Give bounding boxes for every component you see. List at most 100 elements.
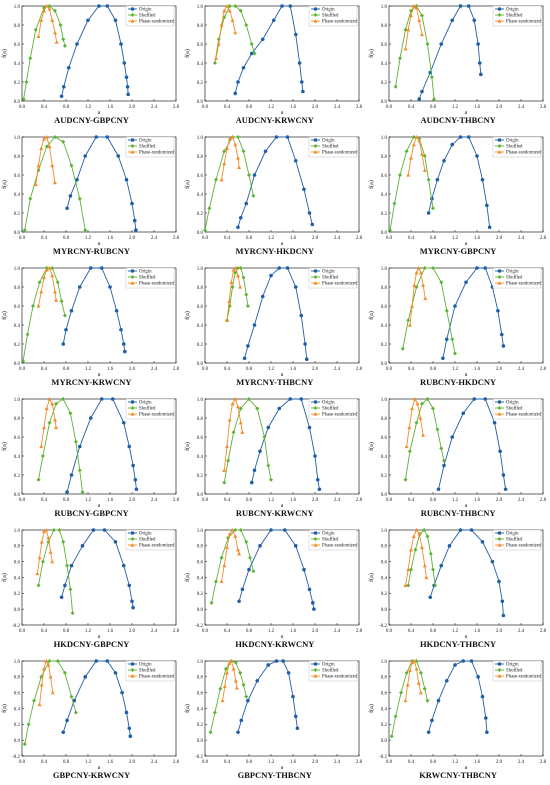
data-point [239,528,244,532]
data-point [294,544,298,548]
data-point [452,351,457,356]
chart-panel: 0.0 0.4 0.8 1.2 1.6 2.0 2.4 2.8 0.0 0.2 0.4 0.6 0.8 1… [0,393,183,523]
x-tick-label: 1.2 [268,367,275,372]
data-point [61,539,66,544]
y-tick-label: 0.0 [197,100,204,105]
data-point [238,285,243,289]
x-tick-label: 1.6 [290,629,297,634]
y-tick-label: 0.6 [14,691,21,696]
data-point [44,4,49,8]
data-point [419,32,424,37]
legend-label: Shuffled [322,407,339,412]
y-tick-label: 0.2 [197,212,204,217]
x-tick-label: 1.6 [290,498,297,503]
legend-marker [130,412,135,416]
data-point [420,433,425,437]
x-axis-label: a [98,634,101,640]
data-point [422,686,427,691]
data-point [303,342,308,346]
legend-label: Origin [322,532,335,537]
legend-label: Origin [506,532,519,537]
y-tick-label: 0.8 [380,676,387,681]
data-point [483,397,487,401]
y-axis-label: f(a) [184,573,191,582]
x-axis-label: a [464,372,467,378]
legend-marker [313,13,318,17]
data-point [414,528,419,532]
y-tick-label: 1.0 [380,398,387,403]
data-point [122,61,127,65]
x-tick-label: 0.8 [429,760,436,765]
data-point [65,206,69,211]
legend-label: Origin [322,270,335,275]
x-tick-label: 0.8 [63,236,70,241]
data-point [250,42,255,46]
data-point [55,280,60,285]
y-tick-label: 1.0 [197,660,204,665]
data-point [444,337,449,342]
data-point [239,266,244,270]
y-tick-label: 0.4 [14,193,21,198]
x-tick-label: 2.0 [495,105,502,110]
legend-marker [497,13,502,17]
data-point [419,13,424,18]
data-point [291,694,296,699]
data-point [42,136,46,141]
data-point [277,406,282,411]
data-point [499,332,504,337]
series-shuffled [405,528,437,588]
data-point [233,534,238,538]
data-point [75,42,79,46]
data-point [409,406,414,411]
series-line [244,267,308,360]
x-tick-label: 2.4 [151,498,158,503]
legend-label: Phase-randomized [139,151,175,156]
data-point [266,663,271,667]
data-point [247,173,252,177]
legend-marker [313,19,318,23]
x-tick-label: 0.0 [19,236,26,241]
y-tick-label: 0.8 [197,24,204,29]
data-point [450,435,454,439]
chart-svg: 0.0 0.4 0.8 1.2 1.6 2.0 2.4 2.8 0.0 0.2 0.4 0.6 0.8 1… [184,266,363,378]
data-point [214,177,219,182]
data-point [450,18,454,23]
y-tick-label: 0.4 [380,62,387,67]
x-tick-label: 2.4 [151,236,158,241]
y-axis-label: f(a) [368,442,375,451]
legend-marker [313,531,318,535]
data-point [280,4,285,8]
legend-label: Origin [139,532,152,537]
data-point [236,225,241,230]
x-tick-label: 2.0 [495,498,502,503]
series-line [35,136,56,185]
legend-label: Shuffled [139,538,156,543]
data-point [407,323,412,327]
data-point [39,682,44,687]
data-point [233,4,238,8]
y-tick-label: 0.6 [380,305,387,310]
legend-box [309,136,358,158]
series-line [62,660,131,737]
data-point [127,583,132,588]
chart-svg: 0.0 0.4 0.8 1.2 1.6 2.0 2.4 2.8 0.0 0.2 0.4 0.6 0.8 1… [368,266,546,378]
y-tick-label: 0.2 [380,343,387,348]
x-tick-label: 0.8 [63,760,70,765]
data-point [408,13,413,18]
legend-label: Shuffled [506,669,523,674]
series-phase-randomized [39,397,59,449]
data-point [54,298,59,302]
legend-marker [130,543,135,547]
data-point [59,595,64,600]
x-tick-label: 0.4 [407,629,414,634]
y-tick-label: 0.6 [380,43,387,48]
data-point [418,670,423,675]
y-axis-label: f(a) [184,49,191,58]
y-axis-label: f(a) [1,49,8,58]
data-point [436,487,440,492]
data-point [47,144,52,149]
data-point [237,551,242,556]
data-point [125,84,130,89]
x-tick-label: 0.8 [246,105,253,110]
